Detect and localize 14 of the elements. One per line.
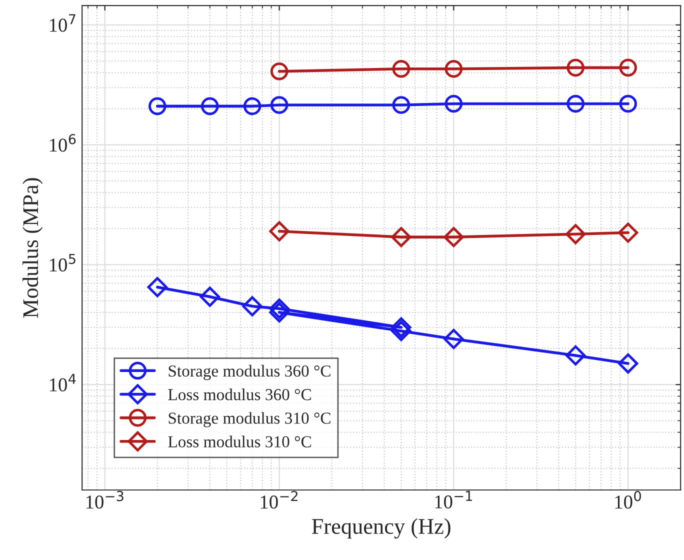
y-tick-label: 10$^{4}$ (50, 374, 76, 392)
legend-label: Loss modulus 310 °C (168, 436, 311, 448)
x-tick-label: 10$^{−2}$ (260, 490, 298, 509)
legend-label: Loss modulus 360 °C (168, 388, 311, 400)
y-tick-label: 10$^{6}$ (50, 134, 76, 152)
x-axis-title: Frequency (Hz) (312, 518, 450, 539)
y-tick-label: 10$^{5}$ (50, 254, 76, 272)
x-tick-label: 10$^{0}$ (615, 490, 641, 509)
x-tick-label: 10$^{−1}$ (435, 490, 472, 508)
legend-label: Storage modulus 360 °C (168, 364, 330, 380)
x-tick-label: 10$^{−3}$ (86, 490, 124, 509)
legend-label: Storage modulus 310 °C (168, 412, 330, 428)
y-tick-label: 10$^{7}$ (50, 14, 76, 32)
y-axis-title: Modulus (MPa) (22, 178, 43, 318)
